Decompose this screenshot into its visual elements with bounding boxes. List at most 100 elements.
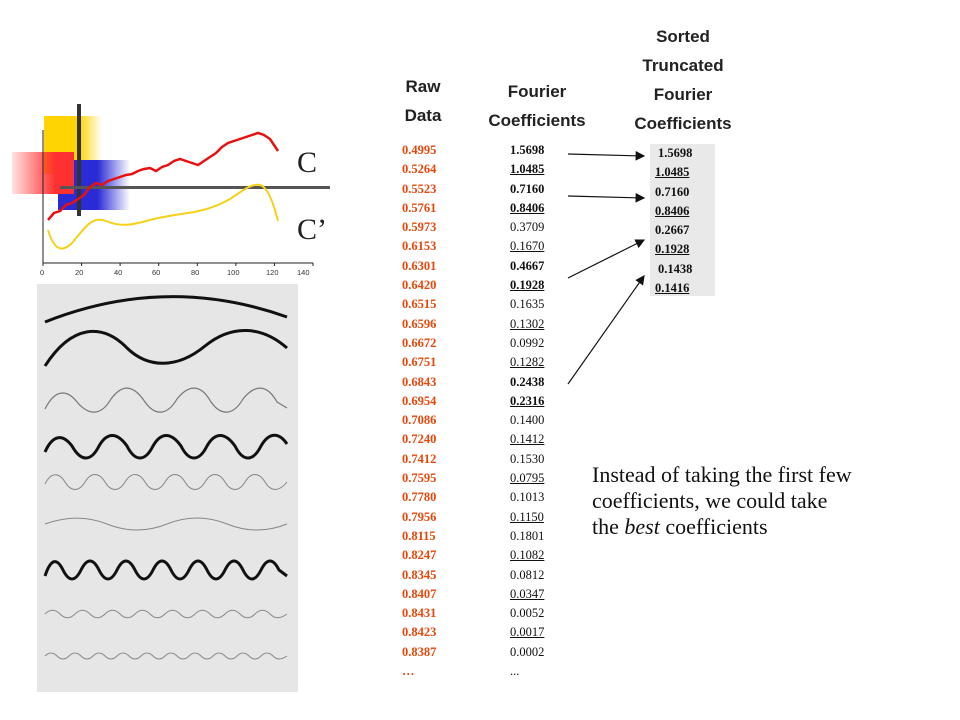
logo-horizontal-bar xyxy=(60,186,330,189)
sorted-value: 0.2667 xyxy=(655,223,690,238)
raw-value: 0.5264 xyxy=(402,162,437,177)
coef-value: 0.7160 xyxy=(510,181,545,196)
note-emphasis: best xyxy=(624,514,660,539)
coef-value: 0.0992 xyxy=(510,335,545,350)
raw-value: 0.6515 xyxy=(402,297,437,312)
raw-value: 0.6596 xyxy=(402,316,437,331)
raw-value: 0.8115 xyxy=(402,528,436,543)
raw-value: 0.5973 xyxy=(402,220,437,235)
coef-value: 0.1801 xyxy=(510,528,545,543)
arrow-coef-1 xyxy=(567,150,646,161)
note-line-3-prefix: the xyxy=(592,514,625,539)
fourier-header: Fourier Coefficients xyxy=(470,77,604,135)
coef-value: 0.0347 xyxy=(510,586,545,601)
coef-value: 0.1400 xyxy=(510,413,545,428)
coef-value: 0.1530 xyxy=(510,451,545,466)
basis-waves xyxy=(43,295,289,660)
x-tick-label: 80 xyxy=(191,268,200,277)
coef-value: 0.1928 xyxy=(510,278,545,293)
fourier-header-line: Fourier xyxy=(507,82,567,101)
raw-value: 0.5761 xyxy=(402,200,437,215)
explanation-note: Instead of taking the first few coeffici… xyxy=(592,462,922,540)
arrow-coef-4 xyxy=(567,275,645,385)
fourier-header-line: Coefficients xyxy=(488,111,586,130)
note-line-3-suffix: coefficients xyxy=(659,514,768,539)
coef-value: 0.1150 xyxy=(510,509,544,524)
coef-value: 0.2316 xyxy=(510,393,545,408)
raw-data-header-line: Raw xyxy=(405,77,441,96)
coef-value: ... xyxy=(510,664,520,679)
note-line-2: coefficients, we could take xyxy=(592,488,828,513)
sorted-header-line: Sorted xyxy=(656,27,710,46)
basis-wave-1 xyxy=(44,295,288,324)
coef-value: 0.1302 xyxy=(510,316,545,331)
raw-value: 0.8247 xyxy=(402,548,437,563)
coef-value: 1.5698 xyxy=(510,143,545,157)
coef-value: 0.3709 xyxy=(510,220,545,235)
raw-value: 0.7956 xyxy=(402,509,437,524)
coef-value: 0.1412 xyxy=(510,432,545,447)
raw-value: 0.6420 xyxy=(402,278,437,293)
x-tick-label: 0 xyxy=(40,268,45,277)
sorted-value: 1.5698 xyxy=(658,146,693,160)
raw-value: 0.7780 xyxy=(402,490,437,505)
raw-value: 0.7595 xyxy=(402,471,437,486)
coef-value: 0.1282 xyxy=(510,355,545,370)
raw-value: 0.7412 xyxy=(402,451,437,466)
basis-wave-7 xyxy=(43,559,288,581)
x-tick-label: 20 xyxy=(75,268,84,277)
time-series-chart xyxy=(42,130,314,266)
x-axis-ticks xyxy=(42,263,314,266)
coef-value: 0.2438 xyxy=(510,374,545,389)
arrows-layer xyxy=(567,150,646,385)
raw-value: 0.8431 xyxy=(402,606,437,621)
coef-value: 1.0485 xyxy=(510,162,545,177)
sorted-value: 0.7160 xyxy=(655,184,690,199)
sorted-value: 0.8406 xyxy=(655,203,690,218)
note-line-1: Instead of taking the first few xyxy=(592,462,852,487)
coef-value: 0.0812 xyxy=(510,567,545,582)
raw-data-column: 0.4995 0.5264 0.5523 0.5761 0.5973 0.615… xyxy=(402,141,436,681)
curve-c-label: C xyxy=(297,146,318,179)
coef-value: 0.0052 xyxy=(510,606,545,621)
raw-value: 0.8407 xyxy=(402,586,437,601)
sorted-header-line: Coefficients xyxy=(634,114,732,133)
raw-data-header: Raw Data xyxy=(388,72,458,130)
sorted-header-line: Fourier xyxy=(653,85,713,104)
raw-value: 0.6672 xyxy=(402,335,437,350)
basis-wave-4 xyxy=(43,433,289,460)
arrow-coef-2 xyxy=(567,192,646,203)
logo-vertical-bar xyxy=(77,104,81,216)
raw-value: 0.6301 xyxy=(402,258,437,273)
sorted-value: 0.1438 xyxy=(658,261,693,276)
curve-c-prime xyxy=(47,183,279,250)
basis-wave-8 xyxy=(44,609,288,619)
x-tick-label: 140 xyxy=(297,268,310,277)
coef-value: 0.0017 xyxy=(510,625,545,640)
basis-wave-9 xyxy=(44,652,288,660)
coef-value: 0.0795 xyxy=(510,471,545,486)
sorted-header-line: Truncated xyxy=(642,56,724,75)
raw-value: 0.7086 xyxy=(402,413,437,428)
coef-value: 0.1082 xyxy=(510,548,545,563)
sorted-value: 1.0485 xyxy=(655,165,690,180)
raw-value: 0.7240 xyxy=(402,432,437,447)
raw-value: 0.8345 xyxy=(402,567,437,582)
basis-wave-6 xyxy=(44,517,288,531)
coef-value: 0.4667 xyxy=(510,258,545,273)
basis-wave-2 xyxy=(43,329,288,367)
basis-functions-panel xyxy=(37,284,298,692)
raw-value: 0.6153 xyxy=(402,239,437,254)
x-tick-label: 40 xyxy=(114,268,123,277)
coef-value: 0.0002 xyxy=(510,644,545,659)
coef-value: 0.8406 xyxy=(510,200,545,215)
curve-c xyxy=(47,131,280,221)
coef-value: 0.1013 xyxy=(510,490,545,505)
curve-c-prime-label: C’ xyxy=(297,213,327,246)
coef-value: 0.1635 xyxy=(510,297,545,312)
raw-value: 0.6843 xyxy=(402,374,437,389)
basis-wave-3 xyxy=(44,387,288,413)
raw-value: … xyxy=(402,664,415,679)
note-line-3: the best coefficients xyxy=(592,514,922,540)
x-tick-label: 120 xyxy=(266,268,279,277)
